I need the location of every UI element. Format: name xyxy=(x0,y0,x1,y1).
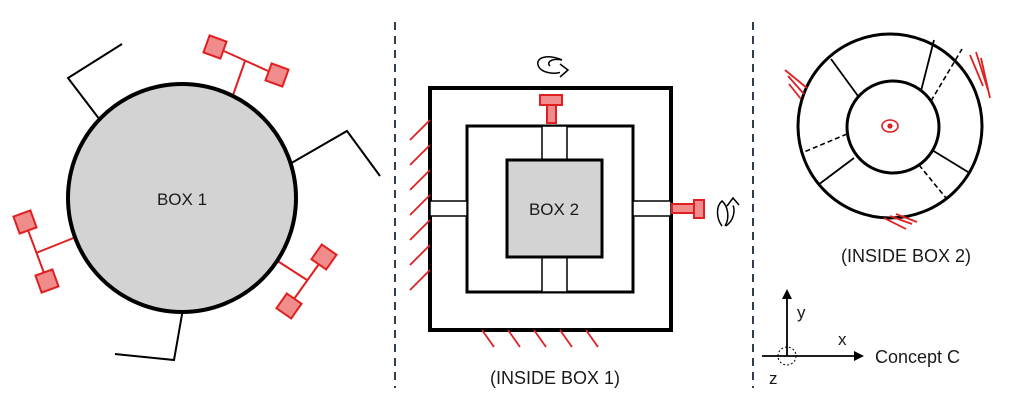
leg-top-left xyxy=(66,43,123,121)
thruster-left xyxy=(12,209,77,294)
inside-box1-caption: (INSIDE BOX 1) xyxy=(490,368,620,388)
ring-solid-spokes xyxy=(817,39,969,186)
z-axis-dot xyxy=(777,346,797,366)
hatch-top-right xyxy=(969,51,991,99)
hatch-bottom xyxy=(883,213,918,230)
inner-gimbal-connectors xyxy=(541,125,568,293)
motor-top xyxy=(539,94,563,124)
box2-square xyxy=(505,158,604,259)
hatch-left xyxy=(409,119,431,291)
coordinate-axes: y x z xyxy=(762,289,864,388)
rotation-arrow-icon xyxy=(537,56,570,78)
inside-box2-caption: (INSIDE BOX 2) xyxy=(841,246,971,266)
panel-box1: BOX 1 xyxy=(12,34,381,362)
axis-z-label: z xyxy=(769,369,778,388)
hatch-top-left xyxy=(784,69,808,100)
motor-right xyxy=(671,199,705,219)
hatch-bottom xyxy=(481,329,599,348)
thruster-bottom-right xyxy=(275,243,338,320)
thruster-top xyxy=(202,34,290,99)
box1-circle xyxy=(66,82,298,314)
rotation-arrow-icon xyxy=(716,196,740,227)
leg-bottom xyxy=(114,302,185,362)
axis-x-label: x xyxy=(838,330,847,349)
outer-gimbal-connectors xyxy=(429,200,672,217)
concept-c-label: Concept C xyxy=(875,347,960,367)
panel-inside-box1: BOX 2 xyxy=(409,56,740,388)
leg-right xyxy=(287,129,381,177)
center-sensor-icon xyxy=(881,119,899,133)
ring-dashed-spokes xyxy=(803,48,963,199)
box1-label: BOX 1 xyxy=(157,190,207,209)
axis-y-label: y xyxy=(797,303,806,322)
panel-inside-box2: (INSIDE BOX 2) xyxy=(784,32,991,266)
inner-ring xyxy=(845,79,941,175)
box2-label: BOX 2 xyxy=(529,200,579,219)
